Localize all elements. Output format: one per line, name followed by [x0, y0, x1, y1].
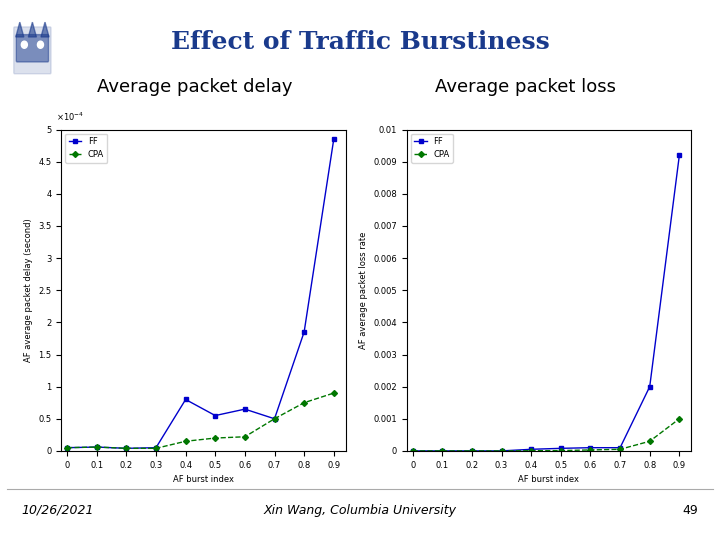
Text: 10/26/2021: 10/26/2021 [22, 504, 94, 517]
FancyBboxPatch shape [14, 27, 51, 74]
Polygon shape [41, 22, 49, 37]
Legend: FF, CPA: FF, CPA [66, 134, 107, 163]
Legend: FF, CPA: FF, CPA [411, 134, 453, 163]
Polygon shape [28, 22, 37, 37]
Y-axis label: AF average packet loss rate: AF average packet loss rate [359, 232, 368, 349]
Y-axis label: AF average packet delay (second): AF average packet delay (second) [24, 218, 32, 362]
Text: $\times10^{-4}$: $\times10^{-4}$ [55, 111, 84, 123]
X-axis label: AF burst index: AF burst index [173, 475, 234, 484]
X-axis label: AF burst index: AF burst index [518, 475, 580, 484]
Polygon shape [16, 22, 24, 37]
Circle shape [37, 41, 43, 48]
FancyBboxPatch shape [17, 35, 48, 62]
Text: 49: 49 [683, 504, 698, 517]
Text: Average packet loss: Average packet loss [435, 78, 616, 96]
Text: Effect of Traffic Burstiness: Effect of Traffic Burstiness [171, 30, 549, 53]
Text: Average packet delay: Average packet delay [96, 78, 292, 96]
Circle shape [22, 41, 27, 48]
Text: Xin Wang, Columbia University: Xin Wang, Columbia University [264, 504, 456, 517]
